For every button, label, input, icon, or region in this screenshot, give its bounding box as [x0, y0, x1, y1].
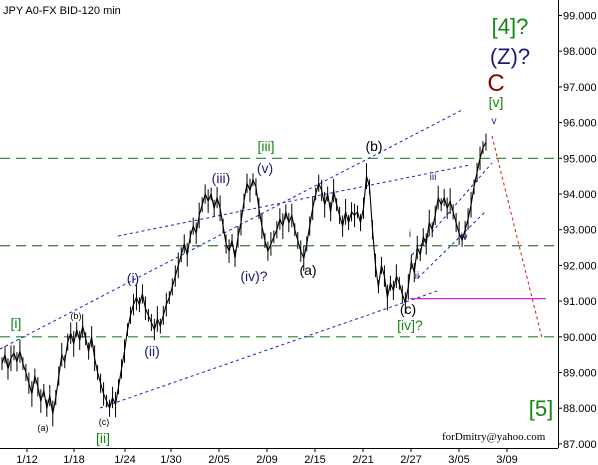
wave-label: [4]?	[492, 14, 529, 39]
wave-label: (ii)	[144, 343, 160, 359]
y-tick-label: 89.000	[563, 368, 597, 380]
x-tick-label: 2/21	[352, 454, 373, 465]
x-tick-label: 2/15	[304, 454, 325, 465]
wave-label: (a)	[38, 423, 49, 433]
x-tick-label: 3/09	[496, 454, 517, 465]
y-tick-label: 90.000	[563, 332, 597, 344]
wave-label: i	[409, 229, 411, 240]
channel-line	[417, 211, 486, 279]
credit-text: forDmitry@yahoo.com	[442, 431, 546, 443]
wave-label: ii	[415, 271, 419, 282]
wave-label: iii	[430, 172, 437, 183]
wave-label: iv	[460, 232, 467, 243]
x-tick-label: 1/24	[114, 454, 135, 465]
wave-label: (a)	[299, 262, 316, 278]
y-tick-label: 96.000	[563, 118, 597, 130]
wave-label: (b)	[71, 311, 82, 321]
wave-label: [v]	[489, 94, 504, 110]
wave-label: [ii]	[96, 430, 110, 446]
x-tick-label: 2/05	[208, 454, 229, 465]
wave-label: (b)	[365, 138, 382, 154]
wave-label: v	[492, 116, 497, 127]
y-tick-label: 92.000	[563, 260, 597, 272]
x-tick-label: 1/18	[63, 454, 84, 465]
wave-label: C	[487, 70, 504, 97]
wave-label: [iii]	[257, 138, 274, 154]
wave-label: (iii)	[212, 170, 231, 186]
wave-label: (iv)?	[240, 268, 267, 284]
y-tick-label: 98.000	[563, 46, 597, 58]
channel-line	[0, 109, 463, 350]
wave-label: (i)	[127, 270, 139, 286]
forecast-line	[491, 135, 543, 339]
x-tick-label: 1/12	[16, 454, 37, 465]
y-tick-label: 94.000	[563, 189, 597, 201]
chart-title: JPY A0-FX BID-120 min	[3, 5, 121, 17]
wave-label: (c)	[400, 301, 416, 317]
y-tick-label: 93.000	[563, 225, 597, 237]
y-tick-label: 91.000	[563, 296, 597, 308]
y-tick-label: 99.000	[563, 11, 597, 23]
x-tick-label: 2/27	[400, 454, 421, 465]
x-tick-label: 2/09	[256, 454, 277, 465]
wave-label: (c)	[99, 417, 110, 427]
y-tick-label: 87.000	[563, 439, 597, 451]
wave-label: [iv]?	[397, 317, 423, 333]
x-tick-label: 3/05	[448, 454, 469, 465]
wave-label: [i]	[11, 315, 22, 331]
y-tick-label: 97.000	[563, 82, 597, 94]
wave-label: [5]	[529, 396, 553, 421]
wave-label: (v)	[257, 160, 273, 176]
y-tick-label: 88.000	[563, 403, 597, 415]
wave-label: (Z)?	[490, 44, 530, 69]
y-tick-label: 95.000	[563, 153, 597, 165]
x-tick-label: 1/30	[160, 454, 181, 465]
